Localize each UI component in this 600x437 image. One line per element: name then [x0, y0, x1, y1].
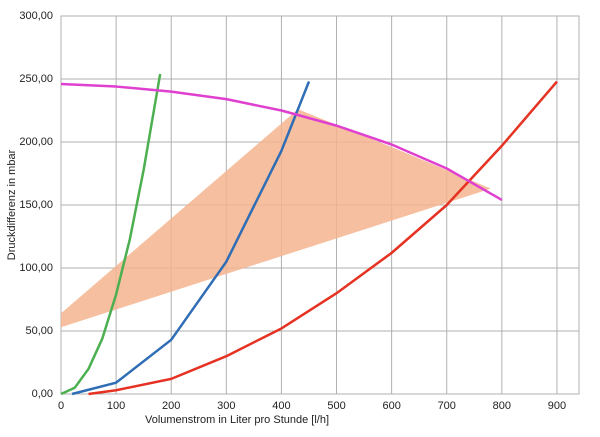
- y-tick-label: 100,00: [19, 262, 53, 274]
- x-tick-label: 500: [327, 400, 345, 412]
- plot-frame: [60, 15, 580, 395]
- y-axis-title: Druckdifferenz in mbar: [6, 149, 18, 260]
- y-tick-label: 250,00: [19, 73, 53, 85]
- line: [88, 80, 558, 396]
- x-tick-label: 700: [438, 400, 456, 412]
- y-tick-label: 200,00: [19, 136, 53, 148]
- x-tick-label: 100: [107, 400, 125, 412]
- line: [71, 81, 311, 396]
- x-tick-label: 0: [58, 400, 64, 412]
- y-tick-label: 300,00: [19, 10, 53, 22]
- x-tick-label: 800: [493, 400, 511, 412]
- x-tick-label: 300: [217, 400, 235, 412]
- x-axis-title: Volumenstrom in Liter pro Stunde [l/h]: [145, 414, 329, 426]
- x-tick-label: 200: [162, 400, 180, 412]
- y-tick-label: 150,00: [19, 199, 53, 211]
- x-tick-label: 900: [548, 400, 566, 412]
- shaded-area: [61, 109, 491, 328]
- line: [60, 82, 503, 202]
- x-tick-label: 400: [272, 400, 290, 412]
- y-tick-label: 0,00: [32, 388, 53, 400]
- y-tick-label: 50,00: [25, 325, 53, 337]
- x-tick-label: 600: [382, 400, 400, 412]
- line: [60, 73, 162, 396]
